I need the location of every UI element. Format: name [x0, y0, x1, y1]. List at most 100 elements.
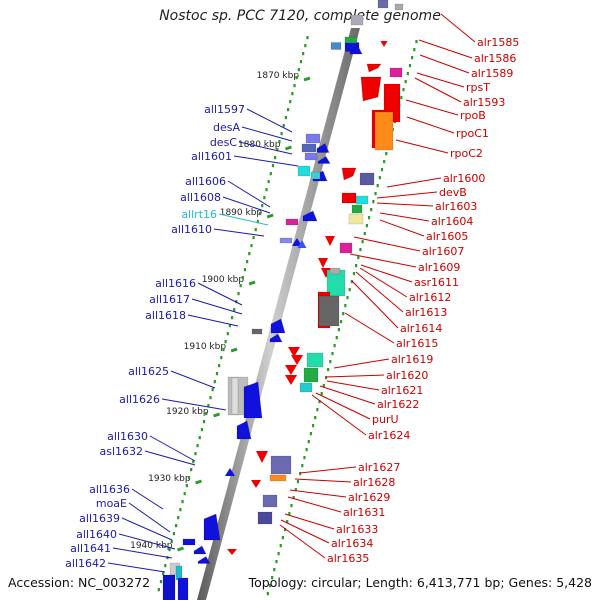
minor-tick [235, 300, 238, 304]
right-gene-label: alr1629 [348, 491, 390, 504]
minor-tick [415, 40, 418, 44]
kbp-tick-mark [195, 479, 203, 485]
minor-tick [385, 152, 388, 156]
map-title: Nostoc sp. PCC 7120, complete genome [159, 8, 441, 24]
right-gene-label: alr1604 [431, 215, 473, 228]
gene-feature [304, 152, 318, 161]
minor-tick [299, 60, 303, 64]
leader-line [344, 312, 395, 344]
left-gene-label: all1641 [70, 542, 111, 555]
minor-tick [289, 100, 292, 104]
gene-feature [316, 142, 330, 153]
minor-tick [305, 448, 308, 452]
minor-tick [346, 296, 349, 300]
minor-tick [187, 476, 191, 480]
left-gene-label: allrt16 [181, 208, 217, 221]
minor-tick [179, 508, 182, 512]
right-gene-label: asr1611 [414, 276, 459, 289]
minor-tick [209, 396, 212, 400]
left-gene-label: all1601 [191, 150, 232, 163]
left-gene-label: all1636 [89, 483, 130, 496]
minor-tick [246, 260, 249, 264]
minor-tick [211, 388, 214, 392]
gene-feature [349, 45, 363, 55]
leader-line [419, 54, 470, 74]
gene-feature [348, 213, 364, 225]
right-gene-label: rpoC2 [450, 147, 483, 160]
minor-tick [295, 76, 298, 80]
leader-line [131, 488, 164, 510]
kbp-tick-mark [284, 145, 292, 151]
minor-tick [359, 248, 362, 252]
minor-tick [274, 156, 277, 160]
right-gene-label: purU [372, 413, 399, 426]
minor-tick [228, 324, 232, 328]
minor-tick [230, 316, 234, 320]
left-gene-label: desA [213, 121, 240, 134]
leader-line [118, 533, 176, 550]
gene-feature [329, 267, 341, 275]
minor-tick [400, 96, 403, 100]
minor-tick [413, 48, 416, 52]
minor-tick [283, 528, 287, 532]
gene-feature [262, 494, 278, 508]
gene-feature [374, 111, 394, 151]
gene-feature [236, 420, 252, 440]
minor-tick [406, 72, 409, 76]
gene-features [162, 0, 404, 600]
kbp-tick-label: 1910 kbp [184, 342, 227, 352]
leader-line [241, 126, 293, 142]
leader-line [218, 213, 269, 226]
left-gene-label: desC [210, 136, 237, 149]
kbp-tick-mark [248, 280, 256, 286]
minor-tick [331, 352, 334, 356]
leader-line [161, 398, 227, 411]
minor-tick [286, 520, 289, 524]
gene-feature [225, 468, 235, 476]
leader-line [144, 450, 196, 466]
minor-tick [215, 372, 219, 376]
gene-feature [243, 381, 263, 419]
gene-feature [310, 171, 321, 180]
minor-tick [194, 452, 197, 456]
gene-feature [302, 210, 318, 222]
gene-feature [297, 165, 311, 177]
leader-line [279, 524, 326, 559]
gene-feature [359, 172, 375, 186]
gene-feature [182, 538, 196, 546]
kbp-ticks: 1870 kbp 1880 kbp 1890 kbp 1900 kbp 1910 kbp… [130, 71, 311, 552]
minor-tick [250, 244, 253, 248]
leader-line [326, 380, 380, 391]
minor-tick [162, 572, 165, 576]
leader-line [379, 219, 425, 237]
minor-tick [404, 80, 407, 84]
gene-feature [339, 242, 353, 254]
minor-tick [383, 160, 386, 164]
minor-tick [192, 460, 195, 464]
right-gene-label: alr1589 [471, 67, 513, 80]
label-leaders [107, 13, 476, 573]
leader-line [406, 116, 455, 134]
minor-tick [301, 464, 304, 468]
minor-tick [337, 328, 341, 332]
minor-tick [335, 336, 338, 340]
minor-tick [294, 488, 297, 492]
gene-feature [279, 237, 293, 244]
minor-tick [279, 544, 282, 548]
minor-tick [205, 412, 208, 416]
gene-feature [288, 347, 300, 357]
leader-line [233, 155, 299, 167]
gene-feature [256, 451, 268, 463]
gene-feature [251, 480, 261, 488]
minor-tick [248, 252, 251, 256]
gene-feature [303, 367, 319, 383]
minor-tick [233, 308, 236, 312]
gene-feature [355, 195, 369, 205]
gene-feature [350, 14, 364, 26]
leader-line [284, 513, 335, 530]
minor-tick [402, 88, 405, 92]
minor-tick [243, 268, 247, 272]
minor-tick [278, 140, 281, 144]
left-gene-label: all1642 [65, 557, 106, 570]
